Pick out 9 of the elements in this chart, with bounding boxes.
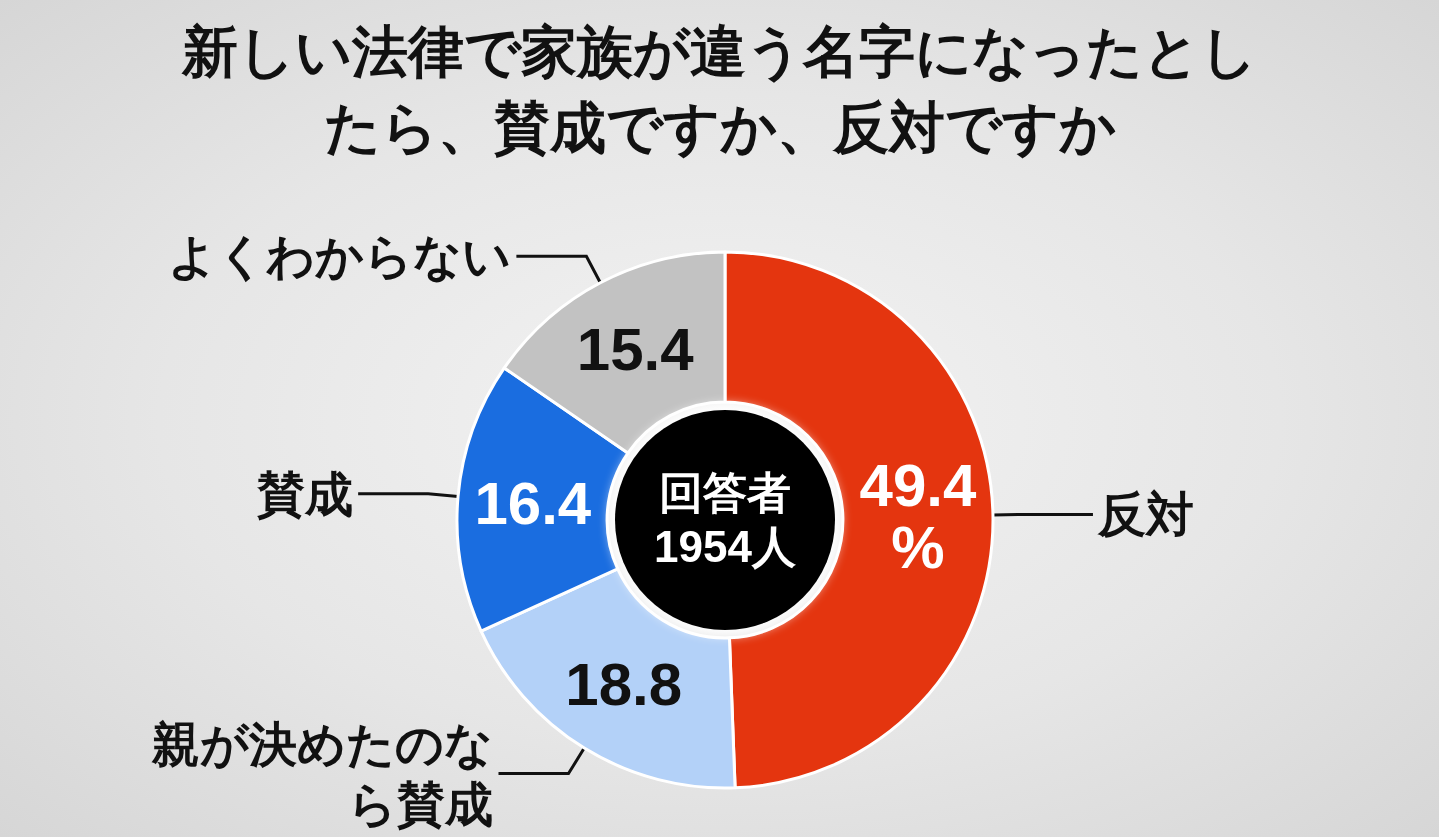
data-label: 15.4 bbox=[576, 315, 695, 383]
chart-title: 新しい法律で家族が違う名字になったとしたら、賛成ですか、反対ですか bbox=[181, 18, 1257, 160]
data-label: 49.4 % bbox=[859, 451, 977, 581]
data-label: 18.8 bbox=[565, 650, 683, 718]
data-label: 16.4 bbox=[474, 469, 592, 537]
slice-label: 賛成 bbox=[256, 465, 354, 522]
slice-label: 親が決めたのなら賛成 bbox=[151, 715, 494, 832]
slice-label: よくわからない bbox=[168, 228, 512, 285]
slice-label: 反対 bbox=[1096, 486, 1194, 543]
